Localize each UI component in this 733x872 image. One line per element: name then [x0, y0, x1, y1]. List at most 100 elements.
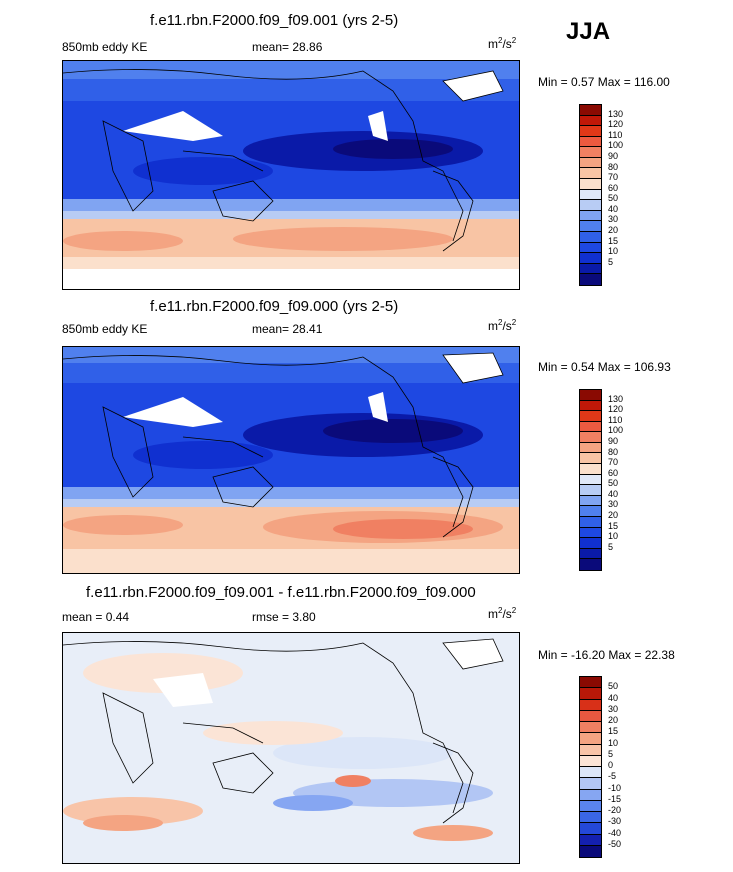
- colorbar-swatch: [580, 677, 601, 689]
- panel-2-minmax: Min = 0.54 Max = 106.93: [538, 360, 671, 374]
- colorbar-tick-label: 15: [608, 235, 619, 246]
- colorbar-swatch: [580, 744, 601, 756]
- colorbar-tick-label: 90: [608, 435, 619, 446]
- colorbar-swatch: [580, 710, 601, 722]
- colorbar-swatch: [580, 812, 601, 824]
- colorbar-tick-label: 40: [608, 488, 619, 499]
- colorbar-tick-label: 0: [608, 760, 614, 770]
- panel-1-minmax: Min = 0.57 Max = 116.00: [538, 75, 670, 89]
- colorbar-swatch: [580, 442, 601, 454]
- panel-2-mean: mean= 28.41: [252, 322, 323, 336]
- colorbar-swatch: [580, 688, 601, 700]
- colorbar-tick-label: 60: [608, 182, 619, 193]
- colorbar-swatch: [580, 242, 601, 254]
- colorbar-tick-label: -15: [608, 793, 622, 804]
- colorbar-swatch: [580, 231, 601, 243]
- colorbar-swatch: [580, 474, 601, 486]
- panel-2-variable-label: 850mb eddy KE: [62, 322, 148, 336]
- colorbar-tick-label: 5: [608, 748, 614, 759]
- colorbar-swatch: [580, 421, 601, 433]
- panel-3-mean: mean = 0.44: [62, 610, 130, 624]
- colorbar-swatch: [580, 390, 601, 401]
- colorbar-tick-label: 80: [608, 161, 619, 172]
- colorbar-swatch: [580, 400, 601, 412]
- colorbar-swatch: [580, 755, 601, 767]
- colorbar-tick-label: 70: [608, 457, 619, 468]
- colorbar-tick-label: 20: [608, 225, 619, 236]
- colorbar-tick-label: -40: [608, 827, 622, 838]
- colorbar-tick-label: 120: [608, 119, 624, 130]
- panel-1-units: m2/s2: [488, 36, 517, 51]
- colorbar-tick-label: 50: [608, 478, 619, 489]
- colorbar-swatch: [580, 516, 601, 528]
- colorbar-tick-label: 5: [608, 541, 614, 552]
- colorbar-tick-label: 30: [608, 214, 619, 225]
- colorbar-swatch: [580, 506, 601, 517]
- colorbar-swatch: [580, 221, 601, 232]
- colorbar-swatch: [580, 189, 601, 201]
- colorbar-swatch: [580, 136, 601, 148]
- panel-2-map: [62, 346, 520, 574]
- colorbar-swatch: [580, 767, 601, 779]
- colorbar-swatch: [580, 823, 601, 835]
- colorbar-tick-label: 90: [608, 150, 619, 161]
- colorbar-swatch: [580, 464, 601, 475]
- colorbar-swatch: [580, 179, 601, 190]
- colorbar-tick-label: -10: [608, 782, 622, 793]
- colorbar-swatch: [580, 722, 601, 734]
- colorbar-tick-label: 100: [608, 425, 624, 436]
- colorbar-swatch: [580, 778, 601, 790]
- colorbar-swatch: [580, 800, 601, 812]
- panel-1-colorbar: [579, 104, 602, 286]
- colorbar-swatch: [580, 253, 601, 264]
- panel-3-units: m2/s2: [488, 606, 517, 621]
- colorbar-tick-label: -50: [608, 838, 622, 849]
- panel-3-title: f.e11.rbn.F2000.f09_f09.001 - f.e11.rbn.…: [86, 584, 476, 601]
- panel-2-map-svg: [63, 347, 519, 573]
- colorbar-tick-label: -20: [608, 805, 622, 815]
- panel-3-map: [62, 632, 520, 864]
- colorbar-tick-label: -5: [608, 771, 617, 782]
- colorbar-tick-label: 30: [608, 703, 619, 714]
- panel-1-map-svg: [63, 61, 519, 289]
- colorbar-swatch: [580, 559, 601, 570]
- colorbar-swatch: [580, 200, 601, 211]
- season-label: JJA: [566, 18, 611, 45]
- colorbar-tick-label: 10: [608, 737, 619, 748]
- colorbar-swatch: [580, 105, 601, 116]
- colorbar-swatch: [580, 538, 601, 549]
- colorbar-tick-label: 80: [608, 446, 619, 457]
- colorbar-swatch: [580, 733, 601, 745]
- colorbar-swatch: [580, 527, 601, 539]
- panel-2-units: m2/s2: [488, 318, 517, 333]
- colorbar-swatch: [580, 147, 601, 158]
- colorbar-swatch: [580, 411, 601, 422]
- colorbar-swatch: [580, 274, 601, 285]
- colorbar-swatch: [580, 115, 601, 127]
- colorbar-swatch: [580, 157, 601, 169]
- colorbar-tick-label: 30: [608, 499, 619, 510]
- panel-2-colorbar: [579, 389, 602, 571]
- colorbar-swatch: [580, 699, 601, 711]
- panel-1-mean: mean= 28.86: [252, 40, 323, 54]
- panel-3-rmse: rmse = 3.80: [252, 610, 316, 624]
- colorbar-tick-label: 50: [608, 193, 619, 204]
- colorbar-tick-label: 20: [608, 715, 619, 725]
- colorbar-swatch: [580, 453, 601, 465]
- colorbar-swatch: [580, 168, 601, 180]
- panel-1-variable-label: 850mb eddy KE: [62, 40, 148, 54]
- colorbar-tick-label: 10: [608, 246, 619, 257]
- colorbar-tick-label: 110: [608, 129, 623, 140]
- colorbar-swatch: [580, 485, 601, 496]
- colorbar-tick-label: 50: [608, 681, 619, 692]
- colorbar-tick-label: 5: [608, 256, 614, 267]
- colorbar-tick-label: 60: [608, 467, 619, 478]
- panel-2-title: f.e11.rbn.F2000.f09_f09.000 (yrs 2-5): [150, 298, 399, 315]
- colorbar-tick-label: 120: [608, 404, 624, 415]
- colorbar-tick-label: 20: [608, 510, 619, 521]
- colorbar-tick-label: 40: [608, 203, 619, 214]
- colorbar-tick-label: 15: [608, 520, 619, 531]
- colorbar-swatch: [580, 210, 601, 222]
- colorbar-swatch: [580, 789, 601, 801]
- panel-1-title: f.e11.rbn.F2000.f09_f09.001 (yrs 2-5): [150, 12, 399, 29]
